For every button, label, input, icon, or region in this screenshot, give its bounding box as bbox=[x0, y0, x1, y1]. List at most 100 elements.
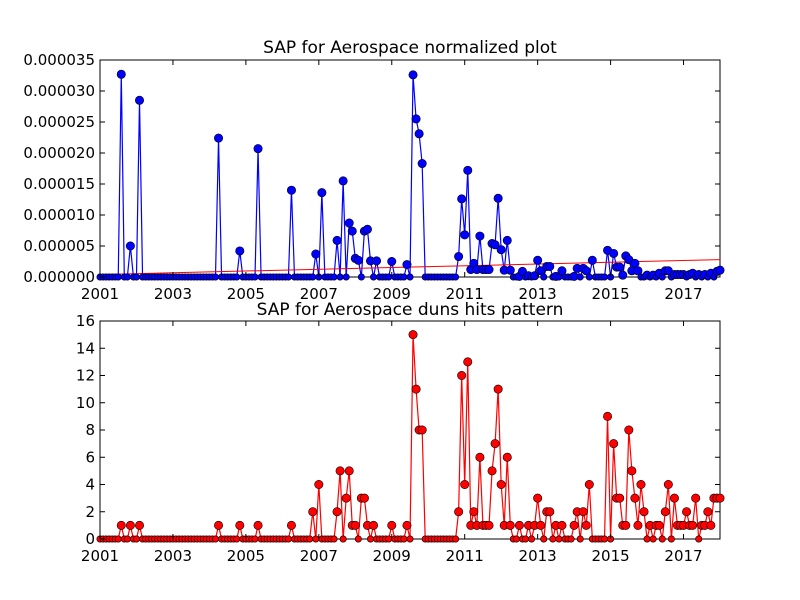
bottom-data-point bbox=[387, 520, 397, 530]
bottom-y-tick-label: 8 bbox=[85, 421, 95, 439]
top-x-tick-label: 2013 bbox=[519, 285, 557, 303]
bottom-x-tick-label: 2015 bbox=[591, 547, 629, 565]
top-x-tick-label: 2009 bbox=[373, 285, 411, 303]
top-y-tick-label: 0.000010 bbox=[23, 206, 95, 224]
top-data-point bbox=[342, 273, 350, 281]
top-chart-y-ticks: 0.000000 0.000005 0.000010 0.000015 0.000020… bbox=[23, 51, 720, 286]
top-data-point bbox=[496, 245, 506, 255]
bottom-data-point bbox=[308, 507, 318, 517]
bottom-data-point bbox=[514, 520, 524, 530]
bottom-x-tick-label: 2013 bbox=[519, 547, 557, 565]
top-data-point bbox=[502, 235, 512, 245]
top-data-point bbox=[214, 133, 224, 143]
bottom-data-point bbox=[557, 520, 567, 530]
bottom-data-point bbox=[125, 520, 135, 530]
top-y-tick-label: 0.000030 bbox=[23, 82, 95, 100]
bottom-data-point bbox=[627, 466, 637, 476]
bottom-data-point bbox=[284, 535, 292, 543]
bottom-data-point bbox=[385, 535, 393, 543]
top-data-point bbox=[123, 273, 131, 281]
top-data-point bbox=[411, 114, 421, 124]
top-data-point bbox=[417, 159, 427, 169]
top-data-point bbox=[317, 188, 327, 198]
bottom-data-point bbox=[408, 330, 418, 340]
top-data-point bbox=[585, 273, 593, 281]
top-y-tick-label: 0.000000 bbox=[23, 268, 95, 286]
bottom-chart-marks bbox=[96, 330, 725, 543]
bottom-data-point bbox=[636, 479, 646, 489]
bottom-data-point bbox=[667, 535, 675, 543]
bottom-data-point bbox=[314, 479, 324, 489]
top-data-point bbox=[353, 255, 363, 265]
bottom-data-point bbox=[569, 520, 579, 530]
bottom-data-point bbox=[584, 479, 594, 489]
top-data-point bbox=[235, 246, 245, 256]
top-data-point bbox=[402, 260, 412, 270]
bottom-data-point bbox=[654, 520, 664, 530]
top-y-tick-label: 0.000025 bbox=[23, 113, 95, 131]
bottom-data-point bbox=[512, 535, 520, 543]
top-data-point bbox=[452, 273, 460, 281]
bottom-data-point bbox=[576, 535, 584, 543]
bottom-data-point bbox=[411, 384, 421, 394]
top-data-point bbox=[475, 231, 485, 241]
bottom-data-point bbox=[332, 507, 342, 517]
bottom-data-point bbox=[417, 425, 427, 435]
bottom-data-point bbox=[306, 535, 314, 543]
top-data-point bbox=[576, 273, 584, 281]
bottom-data-point bbox=[214, 520, 224, 530]
bottom-data-point bbox=[649, 535, 657, 543]
bottom-data-point bbox=[235, 520, 245, 530]
bottom-data-point bbox=[116, 520, 126, 530]
top-data-point bbox=[125, 241, 135, 251]
bottom-y-tick-label: 0 bbox=[85, 530, 95, 548]
bottom-data-point bbox=[484, 520, 494, 530]
top-y-tick-label: 0.000035 bbox=[23, 51, 95, 69]
bottom-x-tick-label: 2003 bbox=[154, 547, 192, 565]
top-x-tick-label: 2005 bbox=[227, 285, 265, 303]
bottom-y-tick-label: 6 bbox=[85, 448, 95, 466]
top-y-tick-label: 0.000005 bbox=[23, 237, 95, 255]
top-data-point bbox=[609, 248, 619, 258]
bottom-chart-x-ticks: 2001 2003 2005 2007 2009 2011 2013 2015 2017 bbox=[81, 321, 703, 565]
top-data-point bbox=[493, 193, 503, 203]
top-data-point bbox=[454, 252, 464, 262]
top-data-point bbox=[253, 144, 263, 154]
top-data-point bbox=[587, 255, 597, 265]
top-data-point bbox=[132, 273, 140, 281]
top-data-point bbox=[581, 266, 591, 276]
top-chart-marks bbox=[96, 69, 725, 281]
top-x-tick-label: 2017 bbox=[664, 285, 702, 303]
bottom-data-point bbox=[487, 466, 497, 476]
bottom-data-point bbox=[691, 493, 701, 503]
bottom-data-point bbox=[669, 493, 679, 503]
top-x-tick-label: 2007 bbox=[300, 285, 338, 303]
top-data-point bbox=[408, 70, 418, 80]
top-data-point bbox=[484, 265, 494, 275]
top-data-point bbox=[344, 218, 354, 228]
top-data-point bbox=[372, 256, 382, 266]
bottom-data-point bbox=[555, 535, 563, 543]
bottom-data-point bbox=[211, 535, 219, 543]
top-data-point bbox=[116, 69, 126, 79]
bottom-data-point bbox=[688, 520, 698, 530]
top-data-point bbox=[630, 258, 640, 268]
top-data-point bbox=[618, 270, 628, 280]
top-x-tick-label: 2015 bbox=[591, 285, 629, 303]
bottom-data-point bbox=[715, 493, 725, 503]
top-data-point bbox=[715, 265, 725, 275]
bottom-data-point bbox=[454, 507, 464, 517]
bottom-data-point bbox=[682, 507, 692, 517]
bottom-data-point bbox=[703, 507, 713, 517]
bottom-data-point bbox=[663, 479, 673, 489]
bottom-data-point bbox=[330, 535, 338, 543]
bottom-chart: SAP for Aerospace duns hits pattern 0 2 4 6… bbox=[76, 300, 725, 565]
bottom-data-point bbox=[496, 479, 506, 489]
bottom-data-point bbox=[402, 520, 412, 530]
top-chart-title: SAP for Aerospace normalized plot bbox=[263, 38, 557, 58]
top-data-point bbox=[385, 273, 393, 281]
top-data-point bbox=[414, 129, 424, 139]
bottom-x-tick-label: 2009 bbox=[373, 547, 411, 565]
top-data-point bbox=[545, 261, 555, 271]
bottom-y-tick-label: 2 bbox=[85, 503, 95, 521]
